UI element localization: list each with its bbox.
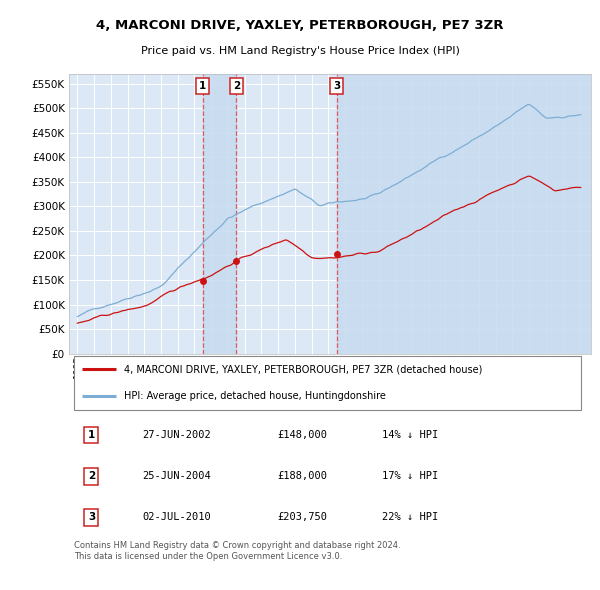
Text: 17% ↓ HPI: 17% ↓ HPI: [382, 471, 439, 481]
Text: 3: 3: [333, 81, 340, 91]
Bar: [337, 74, 591, 353]
Text: 1: 1: [199, 81, 206, 91]
Text: 3: 3: [88, 512, 95, 522]
Text: £148,000: £148,000: [278, 430, 328, 440]
Text: 27-JUN-2002: 27-JUN-2002: [142, 430, 211, 440]
Text: Price paid vs. HM Land Registry's House Price Index (HPI): Price paid vs. HM Land Registry's House …: [140, 46, 460, 56]
Text: 2: 2: [233, 81, 240, 91]
Text: 14% ↓ HPI: 14% ↓ HPI: [382, 430, 439, 440]
Text: HPI: Average price, detached house, Huntingdonshire: HPI: Average price, detached house, Hunt…: [124, 391, 386, 401]
Text: 4, MARCONI DRIVE, YAXLEY, PETERBOROUGH, PE7 3ZR (detached house): 4, MARCONI DRIVE, YAXLEY, PETERBOROUGH, …: [124, 365, 482, 375]
Text: £203,750: £203,750: [278, 512, 328, 522]
Text: Contains HM Land Registry data © Crown copyright and database right 2024.
This d: Contains HM Land Registry data © Crown c…: [74, 541, 401, 560]
Text: £188,000: £188,000: [278, 471, 328, 481]
Text: 22% ↓ HPI: 22% ↓ HPI: [382, 512, 439, 522]
Text: 4, MARCONI DRIVE, YAXLEY, PETERBOROUGH, PE7 3ZR: 4, MARCONI DRIVE, YAXLEY, PETERBOROUGH, …: [96, 19, 504, 32]
Text: 25-JUN-2004: 25-JUN-2004: [142, 471, 211, 481]
FancyBboxPatch shape: [74, 356, 581, 409]
Text: 1: 1: [88, 430, 95, 440]
Text: 02-JUL-2010: 02-JUL-2010: [142, 512, 211, 522]
Bar: [203, 74, 236, 353]
Text: 2: 2: [88, 471, 95, 481]
